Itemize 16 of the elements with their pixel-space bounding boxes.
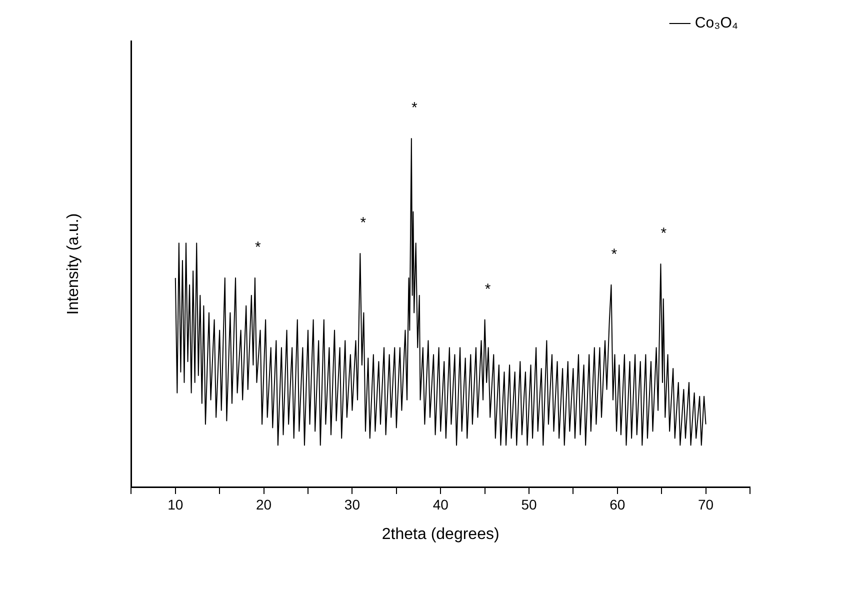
x-tick-label: 30: [344, 496, 360, 512]
x-tick-label: 20: [256, 496, 272, 512]
x-tick-label: 70: [698, 496, 714, 512]
legend-label: Co₃O₄: [694, 14, 738, 32]
x-tick-label: 10: [168, 496, 184, 512]
annotation: *: [611, 246, 618, 264]
annotation: *: [660, 225, 667, 242]
y-axis-title: Intensity (a.u.): [65, 213, 82, 315]
annotation: *: [255, 239, 262, 256]
x-tick-label: 50: [521, 496, 537, 512]
annotation: *: [412, 100, 418, 117]
x-tick-label: 40: [432, 496, 449, 512]
annotation: *: [484, 280, 491, 298]
annotation: *: [360, 214, 366, 232]
x-axis-title: 2theta (degrees): [382, 526, 500, 543]
x-tick-label: 60: [610, 496, 626, 512]
